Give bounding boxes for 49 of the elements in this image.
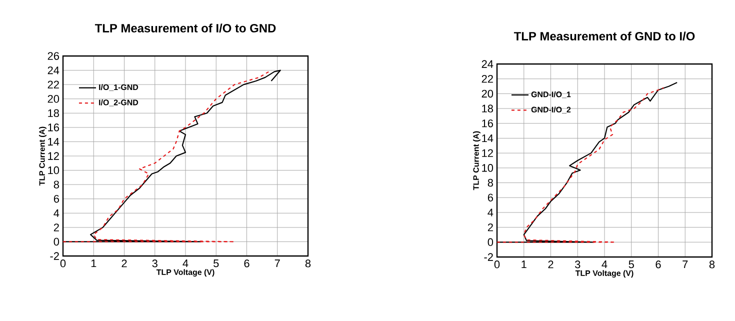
y-tick-label: 22 <box>48 80 59 88</box>
y-tick-label: 16 <box>48 124 59 132</box>
chart-title: TLP Measurement of GND to I/O <box>514 32 695 41</box>
x-tick-label: 5 <box>628 260 634 268</box>
x-tick-label: 1 <box>522 260 526 268</box>
y-tick-label: 18 <box>482 104 494 112</box>
x-tick-label: 1 <box>91 260 96 268</box>
x-tick-label: 0 <box>60 260 66 268</box>
y-tick-label: 2 <box>488 223 493 232</box>
y-tick-label: 24 <box>48 66 60 74</box>
x-tick-label: 8 <box>305 260 311 268</box>
y-tick-label: 20 <box>48 94 60 103</box>
x-tick-label: 6 <box>656 260 661 268</box>
y-tick-label: 24 <box>482 60 494 68</box>
y-tick-label: 6 <box>54 194 59 203</box>
x-tick-label: 5 <box>214 260 219 268</box>
y-tick-label: -2 <box>484 253 493 261</box>
x-tick-label: 2 <box>122 260 127 268</box>
x-tick-label: 7 <box>682 260 688 268</box>
y-tick-label: 14 <box>482 134 494 142</box>
x-tick-label: 6 <box>244 260 250 268</box>
y-tick-label: 4 <box>488 208 494 216</box>
y-tick-label: 8 <box>54 180 59 188</box>
y-tick-label: 16 <box>482 120 494 128</box>
y-tick-label: 10 <box>482 164 494 172</box>
x-tick-label: 7 <box>274 260 280 268</box>
x-tick-label: 4 <box>602 260 608 268</box>
x-tick-label: 3 <box>152 260 158 268</box>
y-tick-label: 4 <box>54 209 60 217</box>
y-tick-label: 20 <box>482 90 494 98</box>
y-tick-label: 26 <box>48 52 59 60</box>
y-tick-label: 12 <box>48 152 59 160</box>
x-tick-label: 8 <box>709 260 715 268</box>
y-tick-label: 2 <box>54 224 59 232</box>
y-tick-label: 0 <box>54 238 60 246</box>
y-tick-label: -2 <box>50 252 59 260</box>
y-tick-label: 14 <box>48 138 60 146</box>
y-tick-label: 18 <box>48 109 59 118</box>
y-tick-label: 0 <box>488 238 494 246</box>
y-tick-label: 12 <box>482 149 493 157</box>
x-tick-label: 4 <box>182 260 188 268</box>
y-tick-label: 6 <box>488 194 494 202</box>
y-tick-label: 8 <box>488 178 494 187</box>
chart-title: TLP Measurement of I/O to GND <box>94 24 276 33</box>
y-tick-label: 22 <box>482 75 493 83</box>
x-tick-label: 0 <box>494 260 500 268</box>
y-tick-label: 10 <box>48 166 60 174</box>
x-tick-label: 3 <box>575 260 580 268</box>
x-tick-label: 2 <box>548 260 554 268</box>
